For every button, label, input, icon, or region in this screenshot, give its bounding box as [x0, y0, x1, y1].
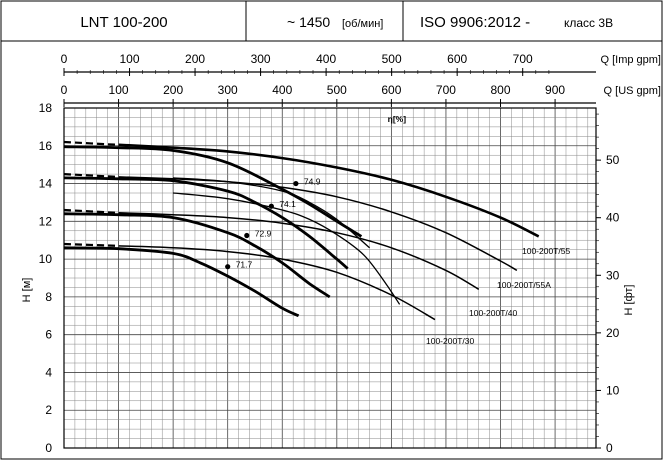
- us-gpm-axis-title: Q [US gpm]: [604, 85, 661, 97]
- us-gpm-tick-label: 100: [109, 83, 129, 97]
- series-label: 100-200T/55: [522, 246, 570, 256]
- efficiency-axis-label: η[%]: [388, 114, 407, 124]
- header-model: LNT 100-200: [80, 14, 167, 31]
- efficiency-label: 74.9: [304, 177, 321, 187]
- grid-layer: [63, 107, 596, 449]
- head-curve-100-200t-55: [118, 143, 540, 238]
- us-gpm-tick-label: 300: [218, 83, 238, 97]
- head-curve-dashed: [63, 208, 119, 214]
- imp-gpm-axis-title: Q [Imp gpm]: [600, 54, 661, 66]
- us-gpm-tick-label: 800: [490, 83, 510, 97]
- axes-layer: 0 100 200 300 400 500 600 700 Q [Imp gpm]0 100 200…: [21, 52, 661, 455]
- efficiency-label: 72.9: [255, 229, 272, 239]
- efficiency-marker: [225, 264, 231, 270]
- us-gpm-tick-label: 0: [61, 83, 68, 97]
- chart-body-border: [0, 40, 663, 460]
- us-gpm-tick-label: 200: [163, 83, 183, 97]
- right-y-tick-label: 0: [606, 441, 613, 455]
- head-curve-100-200t-30: [118, 245, 436, 321]
- header-border: [0, 0, 663, 42]
- left-y-tick-label: 8: [45, 290, 52, 304]
- right-y-tick-label: 20: [606, 326, 620, 340]
- labels-layer: 74.9 74.1 72.9 71.7 η[%] 100-200T/55 100-200T/…: [225, 114, 570, 346]
- us-gpm-tick-label: 700: [436, 83, 456, 97]
- efficiency-label: 71.7: [236, 260, 253, 270]
- efficiency-marker: [293, 180, 299, 187]
- series-label: 100-200T/30: [426, 336, 474, 346]
- left-y-tick-label: 10: [39, 252, 53, 266]
- header-speed-value: ~ 1450: [287, 14, 330, 30]
- series-label: 100-200T/55A: [497, 280, 551, 290]
- left-y-tick-label: 4: [45, 365, 52, 379]
- chart-header: LNT 100-200 ~ 1450 [об/мин] ISO 9906:201…: [0, 0, 663, 42]
- efficiency-curve: [63, 145, 363, 238]
- us-gpm-tick-label: 900: [545, 83, 565, 97]
- imp-gpm-tick-label: 700: [513, 52, 533, 66]
- efficiency-marker: [244, 232, 250, 239]
- head-curve-100-200t-55a: [118, 176, 518, 272]
- left-y-tick-label: 16: [39, 139, 53, 153]
- header-speed-unit: [об/мин]: [342, 18, 383, 30]
- efficiency-curve: [63, 246, 300, 318]
- right-y-tick-label: 10: [606, 383, 620, 397]
- left-y-tick-label: 18: [39, 101, 53, 115]
- header-standard: ISO 9906:2012 -: [420, 14, 530, 31]
- left-y-tick-label: 0: [45, 441, 52, 455]
- left-y-axis-title: H [м]: [21, 278, 33, 303]
- head-curve-dashed: [63, 140, 119, 146]
- efficiency-label: 74.1: [279, 199, 296, 209]
- plot-frame: [63, 107, 597, 449]
- right-y-tick-label: 50: [606, 153, 620, 167]
- head-curve-dashed: [63, 173, 119, 178]
- imp-gpm-tick-label: 500: [382, 52, 402, 66]
- us-gpm-tick-label: 500: [327, 83, 347, 97]
- header-class: класс 3В: [564, 16, 613, 30]
- efficiency-curve: [63, 176, 349, 270]
- imp-gpm-tick-label: 200: [185, 52, 205, 66]
- imp-gpm-tick-label: 600: [447, 52, 467, 66]
- series-label: 100-200T/40: [469, 308, 517, 318]
- us-gpm-tick-label: 400: [272, 83, 292, 97]
- right-y-tick-label: 30: [606, 268, 620, 282]
- head-curve-secondary: [173, 192, 401, 305]
- head-curve-dashed: [63, 242, 119, 247]
- imp-gpm-tick-label: 400: [316, 52, 336, 66]
- right-y-tick-label: 40: [606, 211, 620, 225]
- right-y-axis-title: H [фт]: [623, 285, 635, 316]
- head-curve-100-200t-40: [118, 212, 480, 290]
- imp-gpm-tick-label: 0: [61, 52, 68, 66]
- left-y-tick-label: 2: [45, 403, 52, 417]
- left-y-tick-label: 14: [39, 177, 53, 191]
- efficiency-curve: [63, 212, 331, 299]
- imp-gpm-tick-label: 300: [251, 52, 271, 66]
- imp-gpm-tick-label: 100: [120, 52, 140, 66]
- efficiency-marker: [268, 203, 274, 209]
- left-y-tick-label: 12: [39, 214, 53, 228]
- us-gpm-tick-label: 600: [381, 83, 401, 97]
- left-y-tick-label: 6: [45, 328, 52, 342]
- curves-layer: [63, 140, 540, 321]
